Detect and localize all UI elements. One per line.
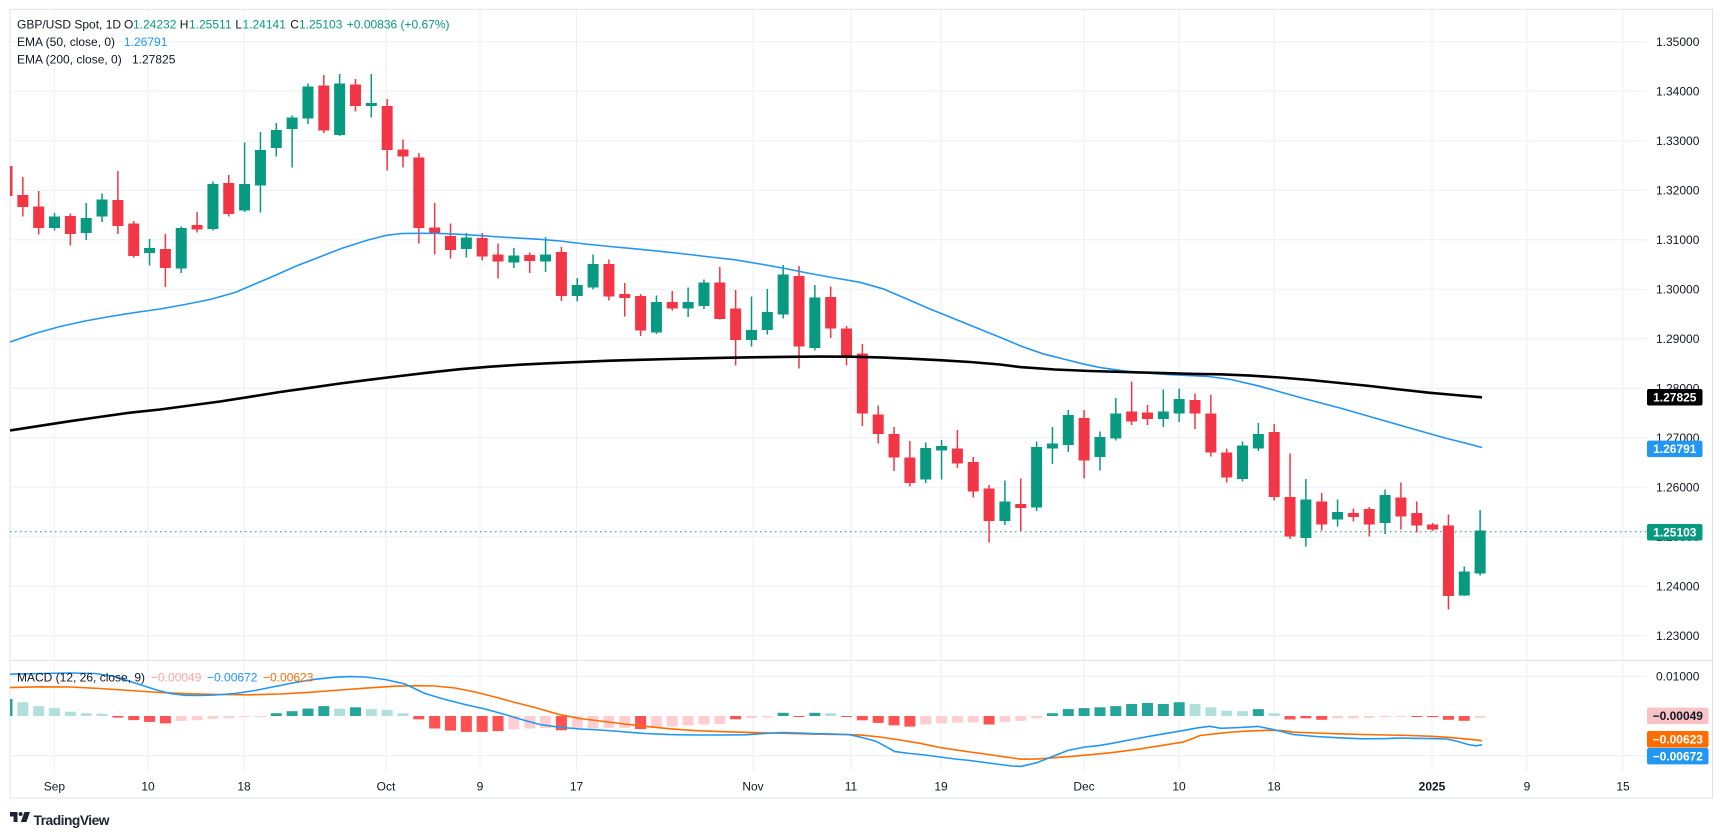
svg-text:17: 17 xyxy=(570,780,584,794)
svg-text:1.24232: 1.24232 xyxy=(133,18,177,32)
svg-text:−0.00049: −0.00049 xyxy=(151,671,202,685)
svg-text:L: L xyxy=(235,18,242,32)
svg-text:1.33000: 1.33000 xyxy=(1656,134,1700,148)
svg-text:1.31000: 1.31000 xyxy=(1656,233,1700,247)
svg-text:H: H xyxy=(180,18,189,32)
svg-text:1.26791: 1.26791 xyxy=(124,35,168,49)
svg-text:1.25103: 1.25103 xyxy=(299,18,343,32)
svg-text:Sep: Sep xyxy=(44,780,66,794)
svg-text:9: 9 xyxy=(1524,780,1531,794)
svg-text:−0.00049: −0.00049 xyxy=(1653,709,1704,723)
svg-text:15: 15 xyxy=(1616,780,1630,794)
svg-text:1.23000: 1.23000 xyxy=(1656,629,1700,643)
svg-text:Oct: Oct xyxy=(377,780,396,794)
svg-text:GBP/USD Spot, 1D: GBP/USD Spot, 1D xyxy=(17,18,121,32)
svg-text:1.27825: 1.27825 xyxy=(1653,390,1697,404)
svg-text:1.34000: 1.34000 xyxy=(1656,84,1700,98)
svg-text:−0.00623: −0.00623 xyxy=(263,671,314,685)
svg-text:Nov: Nov xyxy=(742,780,763,794)
svg-text:1.25511: 1.25511 xyxy=(189,18,232,32)
svg-text:−0.00623: −0.00623 xyxy=(1653,732,1704,746)
svg-text:1.29000: 1.29000 xyxy=(1656,332,1700,346)
svg-text:9: 9 xyxy=(477,780,484,794)
svg-text:1.24141: 1.24141 xyxy=(243,18,287,32)
svg-text:10: 10 xyxy=(1172,780,1186,794)
svg-text:MACD (12, 26, close, 9): MACD (12, 26, close, 9) xyxy=(17,671,145,685)
svg-text:Dec: Dec xyxy=(1073,780,1094,794)
svg-text:1.30000: 1.30000 xyxy=(1656,282,1700,296)
svg-text:0.01000: 0.01000 xyxy=(1656,669,1700,683)
svg-text:18: 18 xyxy=(1267,780,1281,794)
svg-text:18: 18 xyxy=(237,780,251,794)
svg-text:1.26000: 1.26000 xyxy=(1656,480,1700,494)
svg-text:+0.00836 (+0.67%): +0.00836 (+0.67%) xyxy=(347,18,450,32)
svg-text:10: 10 xyxy=(141,780,155,794)
svg-text:−0.00672: −0.00672 xyxy=(207,671,258,685)
svg-text:EMA (200, close, 0): EMA (200, close, 0) xyxy=(17,53,122,67)
svg-text:19: 19 xyxy=(934,780,948,794)
svg-text:O: O xyxy=(124,18,133,32)
svg-text:1.32000: 1.32000 xyxy=(1656,183,1700,197)
svg-text:1.26791: 1.26791 xyxy=(1653,442,1697,456)
svg-text:11: 11 xyxy=(845,780,858,794)
svg-text:1.25103: 1.25103 xyxy=(1653,525,1697,539)
svg-text:1.27825: 1.27825 xyxy=(132,53,176,67)
svg-text:EMA (50, close, 0): EMA (50, close, 0) xyxy=(17,35,115,49)
svg-text:−0.00672: −0.00672 xyxy=(1653,749,1704,763)
svg-text:C: C xyxy=(290,18,299,32)
svg-text:1.24000: 1.24000 xyxy=(1656,579,1700,593)
svg-text:2025: 2025 xyxy=(1419,780,1446,794)
svg-text:TradingView: TradingView xyxy=(34,813,110,828)
svg-text:1.35000: 1.35000 xyxy=(1656,35,1700,49)
